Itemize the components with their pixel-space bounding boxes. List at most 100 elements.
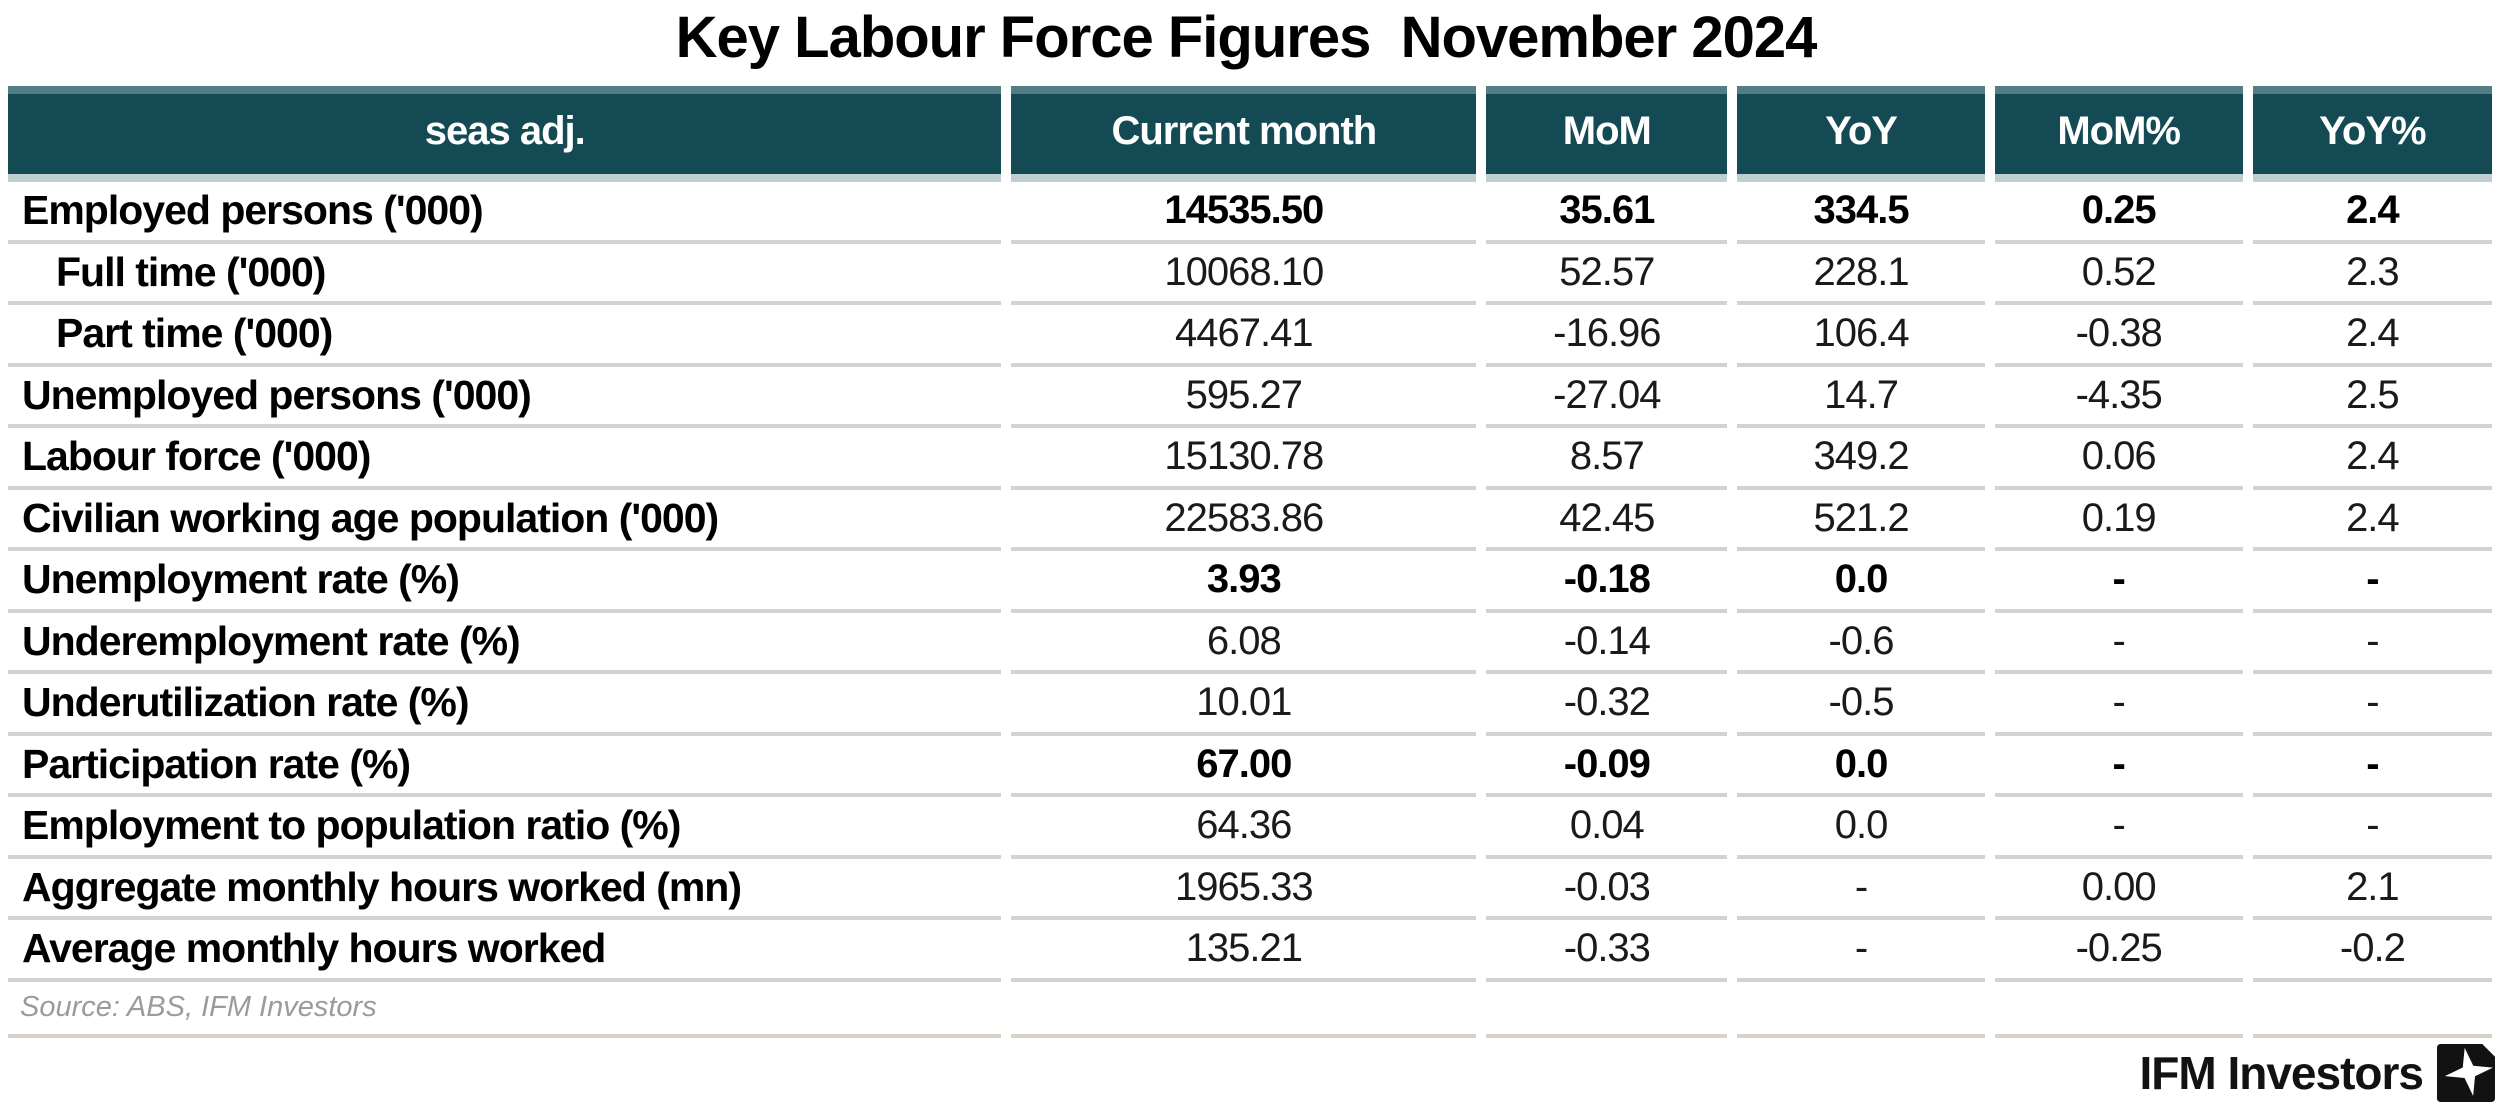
cell-yoy: -	[1737, 859, 1985, 920]
cell-yoy: 0.0	[1737, 736, 1985, 797]
cell-yoy-pct: 2.3	[2252, 244, 2492, 305]
row-label: Full time ('000)	[8, 244, 1002, 305]
cell-mom-pct: 0.52	[1994, 244, 2243, 305]
source-row-segment	[1011, 982, 1477, 1038]
table-row: Employed persons ('000) 14535.50 35.61 3…	[8, 182, 2492, 244]
cell-mom-pct: 0.19	[1994, 490, 2243, 551]
table-body: Employed persons ('000) 14535.50 35.61 3…	[8, 182, 2492, 982]
source-row: Source: ABS, IFM Investors	[8, 982, 2492, 1038]
cell-yoy-pct: -	[2252, 613, 2492, 674]
cell-mom-pct: -0.38	[1994, 305, 2243, 367]
row-label: Underemployment rate (%)	[8, 613, 1002, 674]
row-label: Civilian working age population ('000)	[8, 490, 1002, 551]
row-label: Unemployed persons ('000)	[8, 367, 1002, 428]
cell-current-month: 22583.86	[1011, 490, 1477, 551]
cell-yoy-pct: 2.5	[2252, 367, 2492, 428]
cell-mom: -16.96	[1486, 305, 1728, 367]
cell-current-month: 1965.33	[1011, 859, 1477, 920]
cell-mom: -0.09	[1486, 736, 1728, 797]
cell-mom-pct: 0.00	[1994, 859, 2243, 920]
cell-mom-pct: -	[1994, 674, 2243, 736]
cell-yoy-pct: -	[2252, 736, 2492, 797]
table-row: Unemployed persons ('000) 595.27 -27.04 …	[8, 367, 2492, 428]
cell-yoy-pct: 2.4	[2252, 182, 2492, 244]
table-row: Full time ('000) 10068.10 52.57 228.1 0.…	[8, 244, 2492, 305]
page-title: Key Labour Force Figures November 2024	[675, 5, 1818, 70]
cell-mom: 35.61	[1486, 182, 1728, 244]
cell-current-month: 10068.10	[1011, 244, 1477, 305]
table-row: Underemployment rate (%) 6.08 -0.14 -0.6…	[8, 613, 2492, 674]
table-row: Participation rate (%) 67.00 -0.09 0.0 -…	[8, 736, 2492, 797]
table-row: Average monthly hours worked 135.21 -0.3…	[8, 920, 2492, 982]
column-header-current-month: Current month	[1011, 86, 1477, 182]
brand-footer: IFM Investors	[2139, 1044, 2495, 1102]
column-header-seas-adj: seas adj.	[8, 86, 1002, 182]
cell-yoy: -0.5	[1737, 674, 1985, 736]
cell-current-month: 4467.41	[1011, 305, 1477, 367]
cell-mom: -0.32	[1486, 674, 1728, 736]
table-header-row: seas adj. Current month MoM YoY MoM% YoY…	[8, 86, 2492, 182]
cell-yoy: 349.2	[1737, 428, 1985, 490]
cell-current-month: 14535.50	[1011, 182, 1477, 244]
row-label: Average monthly hours worked	[8, 920, 1002, 982]
cell-yoy-pct: 2.4	[2252, 305, 2492, 367]
source-note: Source: ABS, IFM Investors	[8, 982, 1002, 1038]
table-row: Underutilization rate (%) 10.01 -0.32 -0…	[8, 674, 2492, 736]
cell-mom: -0.18	[1486, 551, 1728, 613]
cell-yoy-pct: -0.2	[2252, 920, 2492, 982]
cell-yoy: 106.4	[1737, 305, 1985, 367]
row-label: Participation rate (%)	[8, 736, 1002, 797]
cell-yoy-pct: 2.4	[2252, 490, 2492, 551]
column-header-yoy-pct: YoY%	[2252, 86, 2492, 182]
cell-current-month: 15130.78	[1011, 428, 1477, 490]
table-row: Unemployment rate (%) 3.93 -0.18 0.0 - -	[8, 551, 2492, 613]
cell-yoy: 14.7	[1737, 367, 1985, 428]
cell-mom: -27.04	[1486, 367, 1728, 428]
row-label: Employed persons ('000)	[8, 182, 1002, 244]
cell-mom: -0.33	[1486, 920, 1728, 982]
cell-yoy: 228.1	[1737, 244, 1985, 305]
ifm-logo-icon	[2437, 1044, 2495, 1102]
cell-yoy: 521.2	[1737, 490, 1985, 551]
cell-mom: 42.45	[1486, 490, 1728, 551]
row-label: Aggregate monthly hours worked (mn)	[8, 859, 1002, 920]
source-row-segment	[1994, 982, 2243, 1038]
cell-current-month: 3.93	[1011, 551, 1477, 613]
cell-yoy: -0.6	[1737, 613, 1985, 674]
cell-mom-pct: -	[1994, 797, 2243, 859]
column-header-yoy: YoY	[1737, 86, 1985, 182]
labour-force-table: seas adj. Current month MoM YoY MoM% YoY…	[8, 86, 2492, 1038]
cell-mom: 0.04	[1486, 797, 1728, 859]
table-row: Aggregate monthly hours worked (mn) 1965…	[8, 859, 2492, 920]
cell-yoy-pct: 2.4	[2252, 428, 2492, 490]
table-row: Employment to population ratio (%) 64.36…	[8, 797, 2492, 859]
cell-mom-pct: -4.35	[1994, 367, 2243, 428]
cell-mom: -0.03	[1486, 859, 1728, 920]
cell-current-month: 67.00	[1011, 736, 1477, 797]
cell-mom-pct: -	[1994, 613, 2243, 674]
cell-yoy-pct: -	[2252, 797, 2492, 859]
table-row: Labour force ('000) 15130.78 8.57 349.2 …	[8, 428, 2492, 490]
cell-mom-pct: -	[1994, 736, 2243, 797]
cell-yoy: 0.0	[1737, 797, 1985, 859]
cell-current-month: 135.21	[1011, 920, 1477, 982]
row-label: Employment to population ratio (%)	[8, 797, 1002, 859]
cell-mom-pct: 0.25	[1994, 182, 2243, 244]
cell-current-month: 6.08	[1011, 613, 1477, 674]
source-row-segment	[1737, 982, 1985, 1038]
cell-current-month: 595.27	[1011, 367, 1477, 428]
cell-current-month: 64.36	[1011, 797, 1477, 859]
row-label: Labour force ('000)	[8, 428, 1002, 490]
column-header-mom-pct: MoM%	[1994, 86, 2243, 182]
cell-mom-pct: -0.25	[1994, 920, 2243, 982]
cell-mom: 8.57	[1486, 428, 1728, 490]
source-row-segment	[1486, 982, 1728, 1038]
row-label: Unemployment rate (%)	[8, 551, 1002, 613]
cell-current-month: 10.01	[1011, 674, 1477, 736]
cell-yoy-pct: -	[2252, 551, 2492, 613]
cell-mom: 52.57	[1486, 244, 1728, 305]
cell-mom-pct: 0.06	[1994, 428, 2243, 490]
row-label: Part time ('000)	[8, 305, 1002, 367]
cell-yoy-pct: -	[2252, 674, 2492, 736]
